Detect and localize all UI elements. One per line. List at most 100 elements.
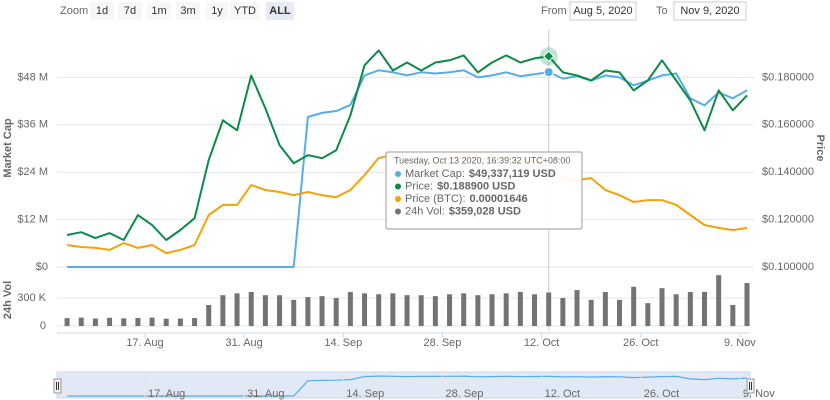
- volume-bar: [149, 317, 155, 326]
- navigator-handle[interactable]: [53, 378, 62, 394]
- tooltip-box: [385, 151, 583, 230]
- y2-tick-label: $0.180000: [762, 71, 814, 83]
- volume-bar: [659, 288, 665, 326]
- volume-bar: [64, 318, 70, 326]
- navigator-label: 17. Aug: [148, 388, 185, 400]
- zoom-button[interactable]: [230, 2, 260, 20]
- volume-bar: [418, 295, 424, 326]
- volume-bar: [744, 283, 750, 326]
- volume-bar: [277, 295, 283, 326]
- volume-bar: [461, 293, 467, 326]
- y2-tick-label: $0.140000: [762, 166, 814, 178]
- to-input[interactable]: [673, 1, 747, 21]
- navigator-handle[interactable]: [746, 378, 755, 394]
- volume-bar: [291, 299, 297, 326]
- zoom-label: Zoom: [60, 5, 88, 17]
- x-tick-label: 26. Oct: [623, 337, 658, 349]
- from-value[interactable]: Aug 5, 2020: [573, 5, 632, 17]
- series-line: [66, 49, 748, 241]
- volume-bar: [319, 296, 325, 326]
- volume-bar: [177, 318, 183, 326]
- y-tick-label: 0: [40, 320, 46, 332]
- volume-bar: [362, 293, 368, 326]
- x-tick-label: 12. Oct: [524, 337, 559, 349]
- navigator-line: [67, 375, 748, 397]
- volume-bar: [262, 295, 268, 326]
- tooltip-label: Price (BTC): 0.00001646: [405, 193, 528, 205]
- tooltip-row-label: 24h Vol:: [405, 205, 445, 217]
- zoom-button[interactable]: [118, 2, 142, 20]
- volume-bar: [602, 291, 608, 326]
- zoom-button[interactable]: [206, 2, 228, 20]
- y-tick-label: $36 M: [17, 119, 48, 131]
- volume-bar: [730, 305, 736, 326]
- y-axis-title: Market Cap: [2, 118, 14, 178]
- tooltip-bullet: [395, 196, 401, 202]
- hover-marker: [543, 67, 554, 78]
- volume-bar: [347, 291, 353, 326]
- volume-bar: [546, 292, 552, 326]
- volume-bar: [390, 293, 396, 326]
- volume-bar: [617, 299, 623, 326]
- volume-bar: [475, 295, 481, 326]
- volume-bar: [333, 298, 339, 326]
- volume-bar: [560, 298, 566, 326]
- zoom-button-label[interactable]: 1m: [151, 5, 166, 17]
- x-tick-label: 9. Nov: [724, 337, 756, 349]
- x-tick-label: 31. Aug: [225, 337, 262, 349]
- zoom-button-label[interactable]: 1d: [96, 5, 108, 17]
- volume-bar: [92, 318, 98, 326]
- zoom-button[interactable]: [266, 2, 294, 20]
- tooltip-row-label: Price:: [405, 180, 433, 192]
- volume-bar: [376, 294, 382, 326]
- volume-bar: [687, 291, 693, 326]
- volume-bar: [121, 318, 127, 326]
- y-tick-label: $48 M: [17, 71, 48, 83]
- x-tick-label: 14. Sep: [324, 337, 362, 349]
- zoom-button-label[interactable]: ALL: [269, 5, 291, 17]
- y-tick-label: 300 K: [17, 292, 46, 304]
- tooltip-bullet: [395, 171, 401, 177]
- navigator-label: 31. Aug: [247, 388, 284, 400]
- volume-bar: [503, 293, 509, 326]
- from-input[interactable]: [569, 1, 637, 21]
- zoom-button[interactable]: [176, 2, 200, 20]
- volume-bar: [673, 294, 679, 326]
- volume-bar: [447, 294, 453, 326]
- x-tick-label: 17. Aug: [126, 337, 163, 349]
- zoom-button[interactable]: [90, 2, 114, 20]
- volume-bar: [206, 305, 212, 326]
- to-label: To: [656, 5, 668, 17]
- volume-bar: [702, 291, 708, 326]
- zoom-button-label[interactable]: YTD: [234, 5, 256, 17]
- volume-bar: [716, 275, 722, 326]
- zoom-button-label[interactable]: 7d: [124, 5, 136, 17]
- tooltip-bullet: [395, 208, 401, 215]
- volume-bar: [163, 318, 169, 326]
- zoom-button-label[interactable]: 1y: [211, 5, 223, 17]
- tooltip-row-value: $49,337,119 USD: [469, 168, 556, 180]
- tooltip-bullet: [395, 183, 401, 190]
- tooltip-row-label: Price (BTC):: [405, 193, 466, 205]
- volume-bar: [248, 291, 254, 326]
- volume-bar: [78, 317, 84, 326]
- tooltip-title: Tuesday, Oct 13 2020, 16:39:32 UTC+08:00: [394, 155, 570, 165]
- x-tick-label: 28. Sep: [423, 337, 461, 349]
- y2-tick-label: $0.100000: [762, 261, 814, 273]
- zoom-button-label[interactable]: 3m: [180, 5, 195, 17]
- volume-bar: [489, 294, 495, 326]
- volume-bar: [574, 290, 580, 326]
- zoom-button[interactable]: [147, 2, 171, 20]
- volume-bar: [645, 303, 651, 326]
- y-tick-label: $12 M: [17, 214, 48, 226]
- volume-bar: [404, 295, 410, 326]
- volume-bar: [234, 293, 240, 326]
- volume-bar: [432, 296, 438, 326]
- navigator-label: 28. Sep: [445, 388, 483, 400]
- to-value[interactable]: Nov 9, 2020: [680, 5, 739, 17]
- tooltip-label: 24h Vol: $359,028 USD: [405, 205, 521, 217]
- tooltip-row-value: $359,028 USD: [449, 205, 521, 217]
- navigator-label: 12. Oct: [545, 388, 580, 400]
- tooltip-row-value: 0.00001646: [470, 193, 528, 205]
